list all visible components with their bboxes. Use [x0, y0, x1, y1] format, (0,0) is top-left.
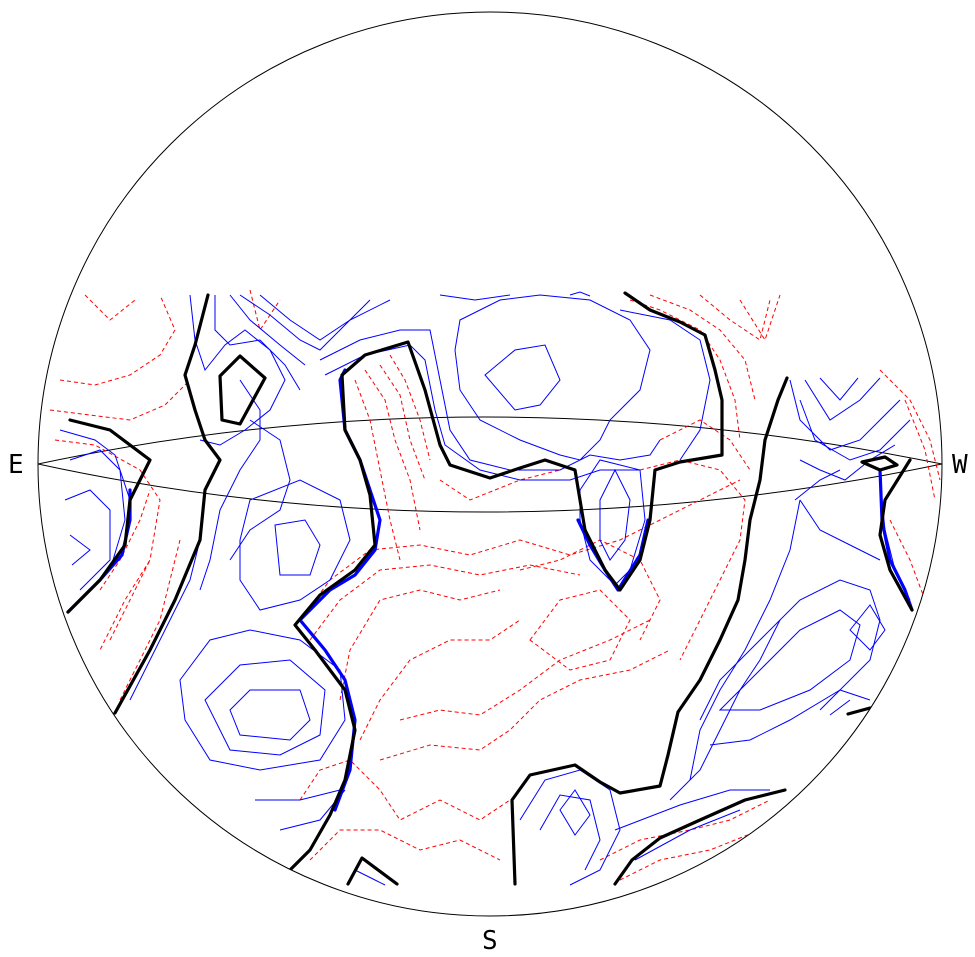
neg-contour	[299, 479, 741, 621]
pos-contour	[699, 579, 881, 746]
label-east: E	[8, 450, 24, 480]
pos-contour	[634, 809, 741, 861]
pos-contour	[829, 699, 851, 716]
pos-contour	[539, 794, 601, 871]
neg-contour	[364, 369, 421, 531]
neg-contour	[619, 829, 761, 881]
zero-contour	[346, 856, 399, 886]
pos-contour	[718, 609, 861, 711]
neg-contour	[99, 489, 151, 591]
zero-contour	[878, 458, 914, 612]
pos-contour	[799, 499, 881, 561]
pos-contour	[239, 479, 351, 611]
neg-contour	[889, 519, 926, 601]
neg-contour	[879, 369, 941, 481]
pos-contour	[559, 789, 591, 836]
neg-contour	[379, 649, 671, 761]
pos-contour	[255, 789, 341, 801]
pos-contour	[129, 539, 201, 701]
pos-contour	[484, 344, 561, 411]
pos-contour	[179, 629, 346, 771]
zero-contour	[510, 376, 789, 886]
neg-contour	[639, 459, 746, 661]
neg-contour	[904, 399, 936, 501]
neg-contour	[354, 379, 401, 561]
pos-contour	[794, 469, 841, 501]
neg-contour	[119, 539, 181, 701]
projection-circle	[37, 11, 943, 917]
neg-contour	[299, 759, 511, 821]
pos-contour	[239, 294, 371, 351]
pos-contour	[804, 377, 881, 421]
pos-contour	[819, 377, 859, 401]
neg-contour	[54, 439, 161, 651]
pos-contour	[819, 689, 871, 711]
zero-contour	[218, 354, 267, 426]
zero-contour-underlay	[298, 618, 357, 812]
label-south: S	[482, 926, 498, 956]
zero-contour	[113, 293, 222, 715]
pos-contour	[214, 295, 301, 391]
pos-contour	[599, 468, 631, 561]
zero-contour-underlay	[878, 468, 914, 612]
pos-contour	[229, 689, 311, 741]
zero-contour	[846, 706, 872, 716]
neg-contour	[389, 354, 431, 461]
negative-contours	[49, 289, 941, 881]
pos-contour	[319, 329, 661, 471]
pos-contour	[354, 869, 386, 886]
neg-contour	[309, 829, 501, 861]
pos-contour	[64, 489, 111, 591]
label-west: W	[952, 450, 968, 480]
neg-contour	[649, 294, 756, 401]
zero-contour	[278, 291, 724, 882]
pos-contour	[619, 309, 711, 461]
zero-contour	[613, 788, 787, 886]
neg-contour	[84, 294, 136, 321]
pos-contour	[689, 499, 801, 781]
pos-contour	[519, 769, 621, 886]
neg-contour	[109, 559, 151, 641]
positive-contours	[59, 291, 911, 886]
pos-contour	[229, 419, 291, 561]
pos-contour	[259, 294, 391, 341]
neg-contour	[529, 589, 631, 671]
neg-contour	[339, 589, 501, 701]
neg-contour	[629, 299, 741, 441]
pos-contour	[849, 604, 886, 651]
pos-contour	[274, 519, 321, 576]
pos-contour	[569, 291, 591, 297]
pos-contour	[439, 294, 511, 301]
zero-contours	[66, 291, 914, 886]
pos-contour	[199, 379, 261, 591]
neg-contour	[379, 364, 426, 481]
pos-contour	[614, 789, 770, 831]
zero-contour	[860, 455, 899, 472]
pos-contour	[799, 399, 911, 461]
neg-contour	[359, 619, 521, 741]
pos-contour	[454, 294, 651, 461]
neg-contour	[599, 799, 771, 861]
neg-contour	[49, 379, 191, 421]
pos-contour	[799, 444, 896, 481]
pos-contour	[59, 429, 131, 501]
neg-contour	[399, 619, 651, 721]
neg-contour	[699, 294, 771, 341]
neg-contour	[519, 539, 661, 641]
pos-contour	[324, 344, 640, 481]
pos-contour	[204, 659, 326, 756]
neg-contour	[249, 289, 281, 332]
pos-contour	[789, 379, 901, 451]
neg-contour	[659, 419, 751, 471]
pos-contour	[229, 294, 306, 366]
zero-contour	[66, 418, 152, 614]
horizon-ellipse	[38, 416, 942, 513]
neg-contour	[59, 294, 176, 386]
pos-contour	[69, 534, 91, 566]
neg-contour	[309, 564, 581, 641]
neg-contour	[739, 294, 781, 342]
